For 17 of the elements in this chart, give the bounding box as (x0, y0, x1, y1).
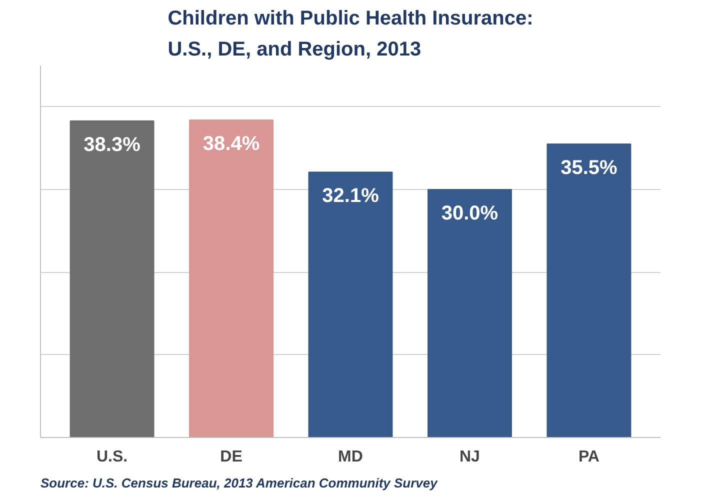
data-label: 30.0% (441, 202, 498, 224)
bar (308, 172, 393, 438)
bar (70, 120, 154, 438)
bar (189, 120, 274, 438)
bar (546, 144, 632, 438)
x-tick-label: NJ (460, 448, 480, 466)
x-tick-label: DE (220, 448, 243, 466)
source-note: Source: U.S. Census Bureau, 2013 American Community Survey (40, 476, 438, 490)
x-tick-label: U.S. (96, 448, 128, 466)
data-label: 35.5% (560, 157, 618, 180)
data-label: 38.3% (84, 134, 141, 156)
data-label: 38.4% (202, 133, 260, 156)
chart-title: Children with Public Health Insurance: U.S., DE, and Region, 2013 (168, 8, 534, 60)
x-tick-label: MD (338, 448, 363, 466)
data-label: 32.1% (322, 185, 380, 208)
bar (428, 189, 512, 438)
x-tick-label: PA (578, 448, 600, 466)
